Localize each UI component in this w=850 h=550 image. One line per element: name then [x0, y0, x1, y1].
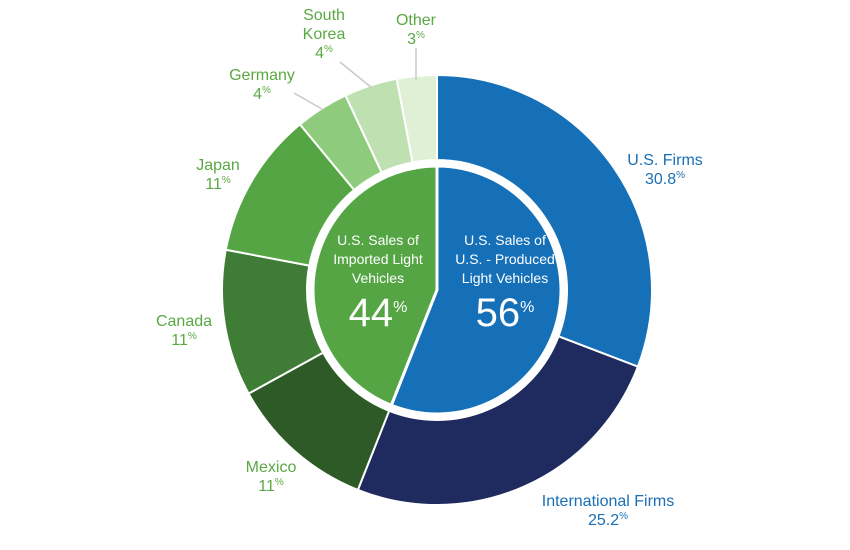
imported-label-line: Vehicles	[352, 270, 404, 286]
label-name-mexico: Mexico	[246, 459, 297, 476]
imported-label-line: U.S. Sales of	[337, 232, 419, 248]
label-value-other: 3%	[407, 30, 425, 48]
label-unit-japan: %	[222, 175, 231, 186]
label-value-international-firms: 25.2%	[588, 511, 628, 529]
us-produced-label-line: U.S. - Produced	[455, 251, 555, 267]
label-value-germany: 4%	[253, 85, 271, 103]
label-unit-u-s-firms: %	[676, 170, 685, 181]
label-name-other: Other	[396, 12, 437, 29]
label-unit-germany: %	[262, 85, 271, 96]
label-name-u-s-firms: U.S. Firms	[627, 152, 703, 169]
label-name-canada: Canada	[156, 313, 212, 330]
label-unit-south-korea: %	[324, 44, 333, 55]
label-value-south-korea: 4%	[315, 44, 333, 62]
label-value-mexico: 11%	[258, 477, 284, 495]
leader-line-south-korea	[339, 61, 373, 89]
label-value-u-s-firms: 30.8%	[645, 170, 685, 188]
label-unit-canada: %	[188, 331, 197, 342]
inner-slice-imported	[311, 164, 439, 408]
label-unit-other: %	[416, 30, 425, 41]
label-value-japan: 11%	[205, 175, 231, 193]
inner-slice-us-produced	[389, 164, 563, 416]
leader-lines	[293, 48, 417, 110]
us-produced-label-line: U.S. Sales of	[464, 232, 546, 248]
label-name-international-firms: International Firms	[542, 493, 675, 510]
label-name-south-korea: Korea	[303, 26, 346, 43]
us-produced-unit: %	[520, 299, 534, 316]
imported-label-line: Imported Light	[333, 251, 423, 267]
inner-pie	[307, 160, 567, 420]
label-name-japan: Japan	[196, 157, 240, 174]
label-unit-international-firms: %	[619, 511, 628, 522]
label-name-germany: Germany	[229, 67, 295, 84]
label-unit-mexico: %	[275, 477, 284, 488]
label-name-south-korea: South	[303, 7, 345, 24]
imported-unit: %	[393, 299, 407, 316]
leader-line-germany	[293, 92, 323, 110]
us-produced-label-line: Light Vehicles	[462, 270, 548, 286]
label-value-canada: 11%	[171, 331, 197, 349]
